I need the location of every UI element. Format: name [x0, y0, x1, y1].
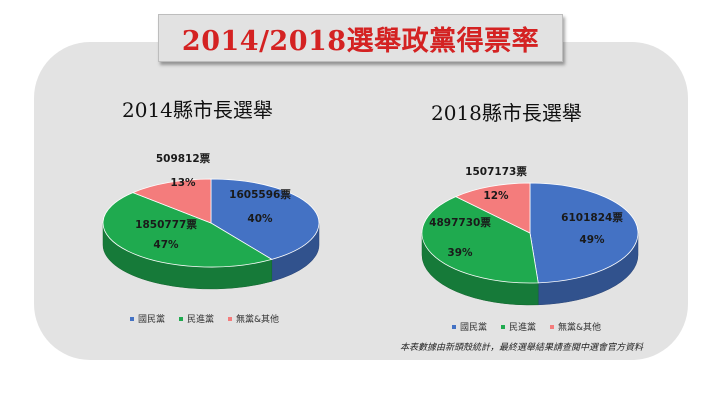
legend-item-kmt: 國民黨: [452, 320, 487, 333]
chart-title-2014: 2014縣市長選舉: [122, 98, 273, 122]
value-label-kmt: 6101824票: [561, 212, 623, 224]
legend-label-other: 無黨&其他: [236, 315, 280, 325]
legend-item-other: 無黨&其他: [228, 312, 279, 325]
percent-label-kmt: 40%: [247, 213, 273, 225]
percent-label-other: 13%: [170, 177, 196, 189]
legend-label-dpp: 民進黨: [187, 315, 215, 325]
legend-label-dpp: 民進黨: [509, 323, 537, 333]
legend-swatch-dpp: [501, 324, 506, 329]
value-label-kmt: 1605596票: [229, 189, 291, 201]
legend-2014: 國民黨 民進黨 無黨&其他: [130, 312, 279, 325]
pie-chart-2014: 1605596票 40% 1850777票 47% 509812票 13%: [102, 153, 320, 290]
legend-item-dpp: 民進黨: [179, 312, 214, 325]
percent-label-kmt: 49%: [579, 234, 605, 246]
legend-swatch-dpp: [179, 316, 184, 321]
slice-dpp: [102, 192, 273, 268]
title-banner: 2014/2018選舉政黨得票率: [158, 14, 563, 62]
value-label-dpp: 4897730票: [429, 217, 491, 229]
legend-swatch-kmt: [452, 324, 456, 329]
slice-other: [131, 178, 212, 224]
legend-swatch-kmt: [130, 316, 134, 321]
page-title: 2014/2018選舉政黨得票率: [181, 25, 540, 57]
slice-dpp: [421, 196, 539, 284]
percent-label-dpp: 39%: [447, 247, 473, 259]
legend-swatch-other: [550, 324, 555, 329]
legend-swatch-other: [228, 316, 233, 321]
source-note: 本表數據由新頭殼統計，最終選舉結果請查閱中選會官方資料: [400, 343, 644, 353]
legend-label-other: 無黨&其他: [558, 323, 602, 333]
value-label-dpp: 1850777票: [135, 219, 197, 231]
slice-other: [454, 182, 531, 234]
percent-label-dpp: 47%: [153, 239, 179, 251]
slice-kmt: [210, 178, 320, 260]
value-label-other: 1507173票: [465, 166, 527, 178]
chart-title-2018: 2018縣市長選舉: [431, 101, 582, 125]
legend-label-kmt: 國民黨: [138, 315, 166, 325]
legend-item-other: 無黨&其他: [550, 320, 601, 333]
value-label-other: 509812票: [156, 153, 211, 165]
percent-label-other: 12%: [483, 190, 509, 202]
legend-item-dpp: 民進黨: [501, 320, 536, 333]
legend-label-kmt: 國民黨: [460, 323, 488, 333]
slice-kmt: [529, 182, 639, 284]
legend-item-kmt: 國民黨: [130, 312, 165, 325]
pie-chart-2018: 6101824票 49% 4897730票 39% 1507173票 12%: [421, 166, 639, 306]
legend-2018: 國民黨 民進黨 無黨&其他: [452, 320, 601, 333]
